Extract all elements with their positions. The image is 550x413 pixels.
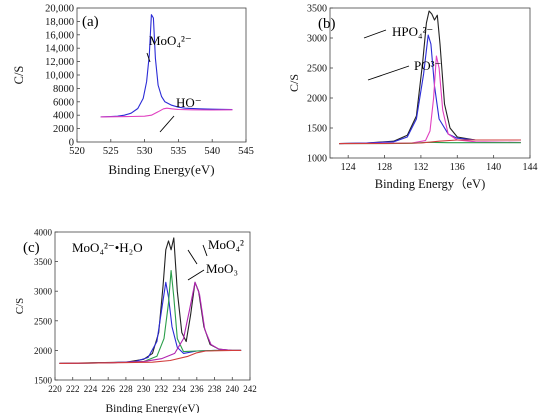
- y-axis-label: C/S: [14, 298, 26, 315]
- x-tick-label: 228: [119, 384, 133, 394]
- peak-annotation: PO³⁻: [414, 58, 441, 73]
- x-axis-label: Binding Energy(eV): [105, 403, 199, 413]
- annotation-leader: [159, 115, 175, 133]
- plot-frame: [329, 7, 531, 159]
- y-tick-label: 16,000: [45, 30, 74, 41]
- x-tick-label: 535: [171, 146, 187, 157]
- x-tick-label: 520: [69, 146, 85, 157]
- peak-annotation: MoO₄²⁻•H₂O: [72, 240, 143, 255]
- y-tick-label: 4000: [34, 228, 53, 238]
- peak-annotation: MoO₄²: [208, 237, 244, 252]
- y-tick-label: 3500: [307, 4, 327, 15]
- y-tick-label: 10,000: [45, 71, 74, 82]
- y-tick-label: 2500: [307, 64, 327, 75]
- peak-annotation: HPO₄²⁻: [392, 24, 433, 39]
- y-tick-label: 3500: [34, 257, 53, 267]
- y-tick-label: 2000: [34, 346, 53, 356]
- x-tick-label: 144: [523, 162, 538, 173]
- y-tick-label: 1000: [307, 154, 327, 165]
- peak-annotation: HO⁻: [176, 95, 202, 110]
- x-tick-label: 242: [243, 384, 257, 394]
- annotation-leader: [187, 269, 205, 281]
- y-tick-label: 1500: [34, 376, 53, 386]
- x-tick-label: 240: [226, 384, 240, 394]
- panel-label: (b): [318, 16, 336, 32]
- x-axis-label: Binding Energy（eV): [375, 177, 486, 191]
- x-tick-label: 234: [172, 384, 186, 394]
- annotation-leader: [146, 52, 151, 63]
- series-line-3: [59, 269, 242, 364]
- y-axis-label: C/S: [12, 66, 26, 85]
- y-tick-label: 3000: [34, 287, 53, 297]
- x-tick-label: 224: [84, 384, 98, 394]
- y-tick-label: 1500: [307, 124, 327, 135]
- x-tick-label: 540: [204, 146, 220, 157]
- y-tick-label: 18,000: [45, 17, 74, 28]
- x-tick-label: 232: [155, 384, 169, 394]
- x-tick-label: 226: [101, 384, 115, 394]
- y-tick-label: 8000: [53, 84, 74, 95]
- x-tick-label: 220: [48, 384, 62, 394]
- x-tick-label: 128: [377, 162, 392, 173]
- x-tick-label: 124: [341, 162, 356, 173]
- x-tick-label: 238: [208, 384, 222, 394]
- peak-annotation: MoO₄²⁻: [149, 33, 192, 48]
- series-line-1: [339, 10, 521, 145]
- annotation-leader: [367, 65, 410, 81]
- series-line-1: [59, 237, 242, 364]
- x-tick-label: 230: [137, 384, 151, 394]
- series-line-4: [59, 281, 242, 364]
- peak-annotation: MoO₃: [206, 261, 238, 276]
- series-line-1: [100, 14, 233, 118]
- y-tick-label: 2000: [307, 94, 327, 105]
- plot-frame: [76, 7, 247, 143]
- y-tick-label: 3000: [307, 34, 327, 45]
- x-tick-label: 530: [137, 146, 153, 157]
- y-tick-label: 4000: [53, 111, 74, 122]
- annotation-leader: [202, 244, 208, 257]
- panel-c: 220 222 224 226 228 230 232 234 236 238 240 2421500…: [14, 228, 257, 413]
- x-tick-label: 132: [413, 162, 428, 173]
- x-tick-label: 222: [66, 384, 80, 394]
- x-tick-label: 236: [190, 384, 204, 394]
- series-line-2: [339, 34, 521, 145]
- panel-label: (a): [82, 14, 99, 30]
- y-tick-label: 12,000: [45, 57, 74, 68]
- x-tick-label: 140: [486, 162, 501, 173]
- series-line-5: [59, 349, 242, 364]
- plot-frame: [54, 231, 251, 381]
- x-tick-label: 136: [450, 162, 465, 173]
- y-tick-label: 2000: [53, 124, 74, 135]
- y-tick-label: 20,000: [45, 4, 74, 15]
- y-tick-label: 2500: [34, 316, 53, 326]
- panel-b: 124 128 132 136 140 144 1000 1500 2000 2500 3000 35…: [287, 4, 538, 192]
- y-tick-label: 14,000: [45, 44, 74, 55]
- series-line-5: [339, 139, 521, 145]
- series-line-2: [100, 107, 233, 118]
- panel-a: 520 525 530 535 540 545 0 2000 4000 6000 8000 10,00…: [12, 4, 254, 178]
- annotation-leader: [363, 29, 387, 39]
- y-tick-label: 6000: [53, 97, 74, 108]
- x-tick-label: 525: [103, 146, 119, 157]
- y-axis-label: C/S: [287, 74, 301, 92]
- x-tick-label: 545: [238, 146, 254, 157]
- panel-label: (c): [23, 240, 40, 256]
- x-axis-label: Binding Energy(eV): [108, 162, 214, 177]
- y-tick-label: 0: [69, 138, 74, 149]
- annotation-leader: [187, 249, 198, 265]
